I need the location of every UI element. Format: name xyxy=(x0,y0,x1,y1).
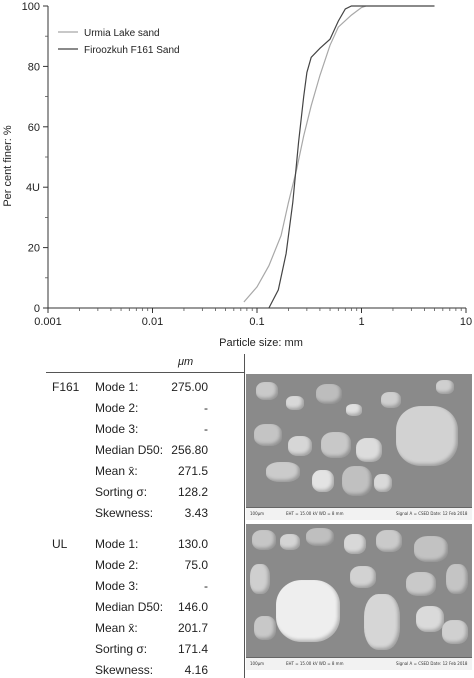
particle xyxy=(414,536,448,562)
x-tick-label: 0.01 xyxy=(142,316,163,328)
stat-label: Sorting σ: xyxy=(95,642,148,656)
particle xyxy=(406,572,436,596)
stat-label: Mode 1: xyxy=(95,380,139,394)
stat-label: Median D50: xyxy=(95,443,164,457)
particle xyxy=(316,384,342,404)
y-tick-label: 4U xyxy=(26,182,40,194)
particle xyxy=(364,594,400,650)
stat-value: - xyxy=(204,579,208,593)
sem-micrograph-ul: 100µm EHT = 15.00 kV WD = 8 mm Signal A = … xyxy=(246,524,472,670)
particle xyxy=(321,432,351,458)
series-line-firoozkuh-f161-sand xyxy=(268,5,435,309)
unit-label: μm xyxy=(178,356,194,368)
stat-value: 275.00 xyxy=(171,380,208,394)
particle xyxy=(286,396,304,410)
stat-label: Skewness: xyxy=(95,506,154,520)
sem-info-text: Signal A = CSED Date: 12 Feb 2018 xyxy=(396,511,468,516)
legend-entry: Urmia Lake sand xyxy=(84,28,160,39)
stat-value: 256.80 xyxy=(171,443,208,457)
stat-label: Mode 2: xyxy=(95,401,139,415)
particle xyxy=(446,564,468,594)
particle xyxy=(288,436,312,456)
stat-value: - xyxy=(204,401,208,415)
table-header-rule xyxy=(46,372,244,373)
particle xyxy=(306,528,334,546)
stat-value: 271.5 xyxy=(177,464,208,478)
stat-value: 75.0 xyxy=(184,558,208,572)
particle xyxy=(381,392,401,408)
stat-value: 171.4 xyxy=(177,642,208,656)
particle xyxy=(376,530,402,552)
y-tick-label: 100 xyxy=(22,1,40,13)
sem-micrograph-f161: 100µm EHT = 15.00 kV WD = 8 mm Signal A = … xyxy=(246,374,472,520)
particle xyxy=(342,466,372,496)
stat-value: 146.0 xyxy=(177,600,208,614)
stat-label: Mean x̄: xyxy=(95,464,138,478)
sem-info-bar: 100µm EHT = 15.00 kV WD = 8 mm Signal A = … xyxy=(246,507,472,520)
stat-label: Mean x̄: xyxy=(95,621,138,635)
stat-value: 4.16 xyxy=(184,663,208,677)
y-tick-label: 0 xyxy=(34,303,40,315)
particle xyxy=(356,438,382,462)
particle xyxy=(312,470,334,492)
particle xyxy=(266,462,300,482)
stat-label: Mode 3: xyxy=(95,579,139,593)
particle xyxy=(396,406,458,466)
y-tick-label: 60 xyxy=(28,122,40,134)
sem-info-text: Signal A = CSED Date: 12 Feb 2018 xyxy=(396,661,468,666)
particle xyxy=(254,616,276,640)
particle xyxy=(276,580,340,642)
particle xyxy=(436,380,454,394)
particle xyxy=(256,382,278,400)
x-tick-label: 0.001 xyxy=(34,316,62,328)
particle xyxy=(346,404,362,416)
y-tick-label: 80 xyxy=(28,61,40,73)
x-axis-label: Particle size: mm xyxy=(219,337,303,349)
stat-value: 3.43 xyxy=(184,506,208,520)
stat-label: Median D50: xyxy=(95,600,164,614)
particle xyxy=(350,566,376,588)
legend-entry: Firoozkuh F161 Sand xyxy=(84,45,180,56)
stat-label: Mode 2: xyxy=(95,558,139,572)
sem-info-text: 100µm xyxy=(250,511,265,516)
x-tick-label: 0.1 xyxy=(249,316,264,328)
stat-label: Skewness: xyxy=(95,663,154,677)
sem-info-text: 100µm xyxy=(250,661,265,666)
particle xyxy=(374,474,392,492)
stat-value: - xyxy=(204,422,208,436)
particle xyxy=(254,424,282,446)
group-name: UL xyxy=(52,537,68,551)
y-tick-label: 20 xyxy=(28,243,40,255)
x-tick-label: 1 xyxy=(358,316,364,328)
y-axis-label: Per cent finer: % xyxy=(2,125,14,207)
series-line-urmia-lake-sand xyxy=(243,5,366,303)
stat-value: 201.7 xyxy=(177,621,208,635)
stat-label: Mode 3: xyxy=(95,422,139,436)
particle xyxy=(280,534,300,550)
particle xyxy=(416,606,444,632)
stat-value: 128.2 xyxy=(177,485,208,499)
sem-info-text: EHT = 15.00 kV WD = 8 mm xyxy=(286,511,344,516)
sem-info-bar: 100µm EHT = 15.00 kV WD = 8 mm Signal A = … xyxy=(246,657,472,670)
particle xyxy=(250,564,270,594)
particle xyxy=(442,620,468,644)
particle xyxy=(344,534,366,554)
chart-series xyxy=(243,5,435,309)
table-divider xyxy=(244,354,245,678)
particle xyxy=(252,530,276,550)
stat-value: 130.0 xyxy=(177,537,208,551)
group-name: F161 xyxy=(52,380,80,394)
sem-info-text: EHT = 15.00 kV WD = 8 mm xyxy=(286,661,344,666)
chart-legend: Urmia Lake sand Firoozkuh F161 Sand xyxy=(58,28,180,56)
stat-label: Sorting σ: xyxy=(95,485,148,499)
stat-label: Mode 1: xyxy=(95,537,139,551)
x-tick-label: 10 xyxy=(460,316,472,328)
